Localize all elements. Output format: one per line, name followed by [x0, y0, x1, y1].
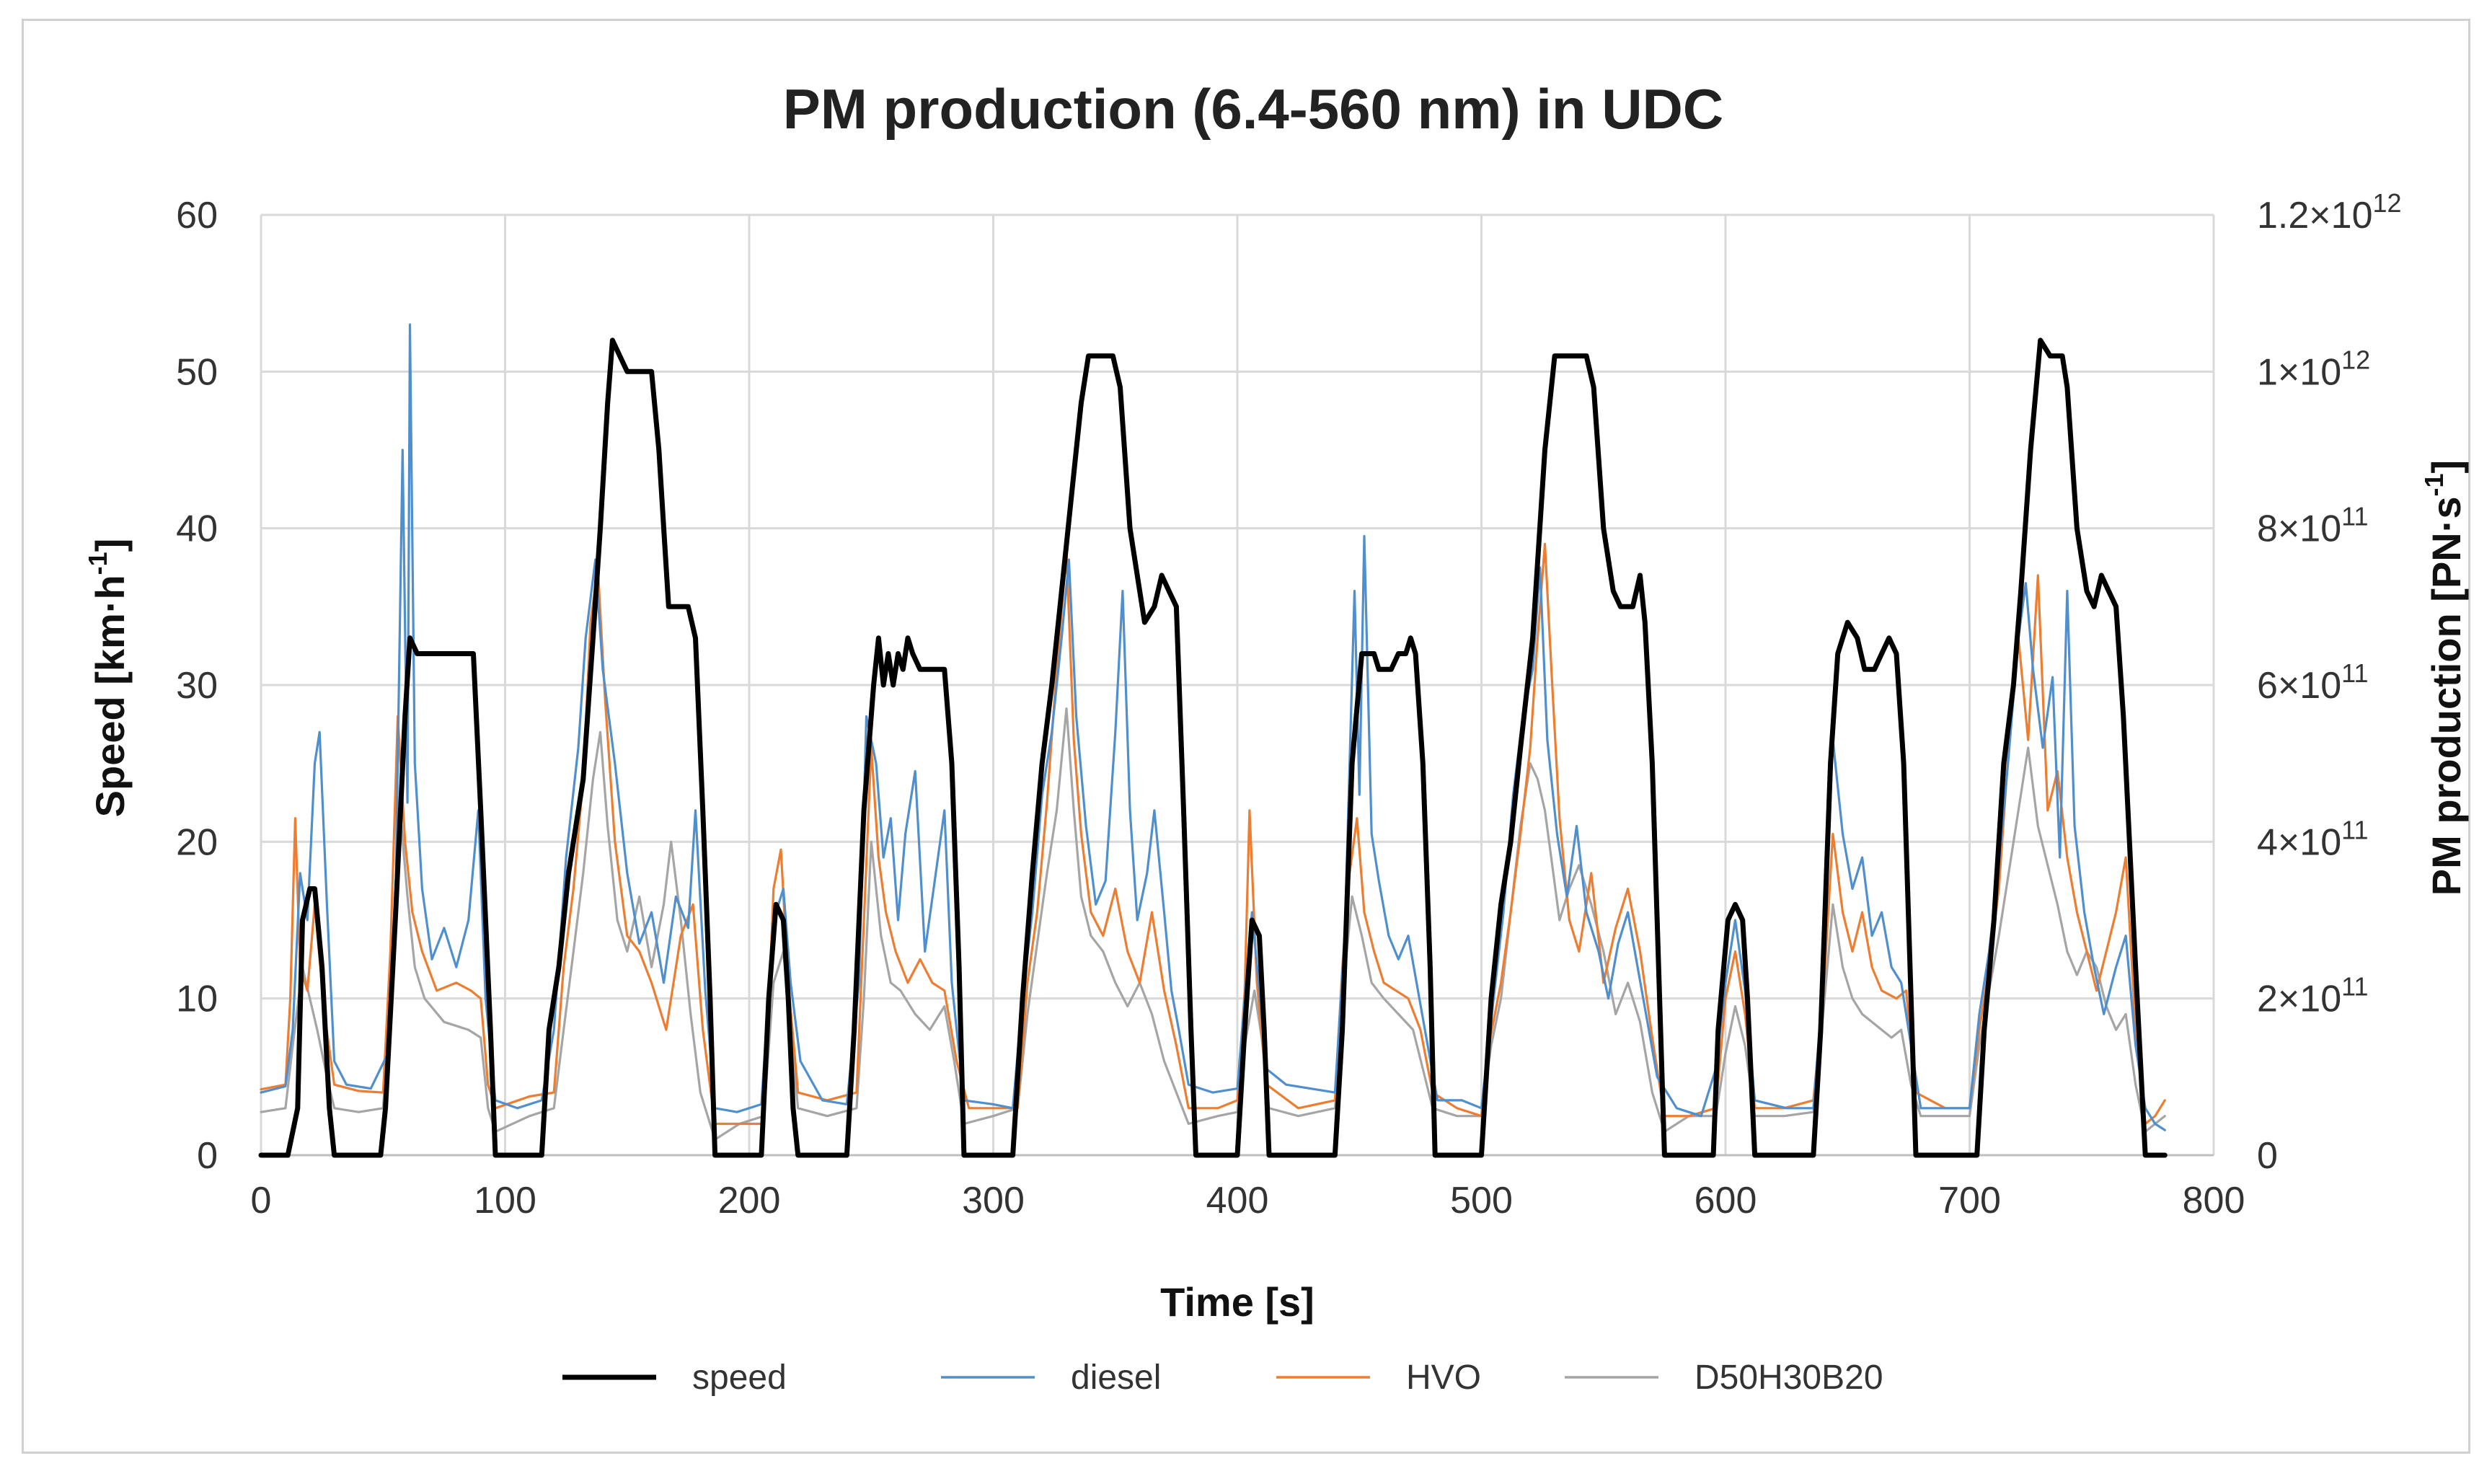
y-tick-label: 40 — [176, 508, 218, 550]
x-axis-ticks: 0 100 200 300 400 500 600 700 800 — [251, 1180, 2245, 1222]
x-tick-label: 0 — [251, 1180, 272, 1222]
x-tick-label: 300 — [962, 1180, 1025, 1222]
y2-tick-label: 1×1012 — [2257, 345, 2370, 393]
x-tick-label: 800 — [2183, 1180, 2245, 1222]
y-tick-label: 0 — [197, 1135, 218, 1177]
y-tick-label: 10 — [176, 979, 218, 1020]
y2-axis-ticks: 0 2×1011 4×1011 6×1011 8×1011 1×1012 1.2×1012 — [2257, 188, 2402, 1177]
y-tick-label: 30 — [176, 665, 218, 707]
y2-tick-label: 1.2×1012 — [2257, 188, 2402, 237]
y2-axis-label-sup: -1 — [2419, 473, 2449, 496]
legend: speed diesel HVO D50H30B20 — [562, 1359, 1883, 1397]
legend-label-d50h30b20: D50H30B20 — [1695, 1359, 1883, 1397]
series-layer — [258, 323, 2168, 1158]
y-axis-label-end: ] — [87, 539, 133, 552]
y-tick-label: 60 — [176, 195, 218, 237]
legend-label-diesel: diesel — [1071, 1359, 1161, 1397]
x-tick-label: 100 — [474, 1180, 536, 1222]
x-tick-label: 700 — [1938, 1180, 2001, 1222]
y-tick-label: 50 — [176, 351, 218, 393]
y2-tick-label: 2×1011 — [2257, 972, 2369, 1020]
y-axis-label-main: Speed [km·h — [87, 575, 133, 817]
legend-label-speed: speed — [692, 1359, 787, 1397]
x-tick-label: 200 — [718, 1180, 781, 1222]
y-axis-label-sup: -1 — [83, 552, 112, 575]
series-line-speed — [258, 337, 2168, 1158]
y2-axis-label: PM production [PN·s-1] — [2419, 460, 2469, 896]
series-line-diesel — [260, 323, 2166, 1131]
x-tick-label: 600 — [1695, 1180, 1757, 1222]
y-axis-ticks: 0 10 20 30 40 50 60 — [176, 195, 218, 1177]
x-tick-label: 400 — [1206, 1180, 1269, 1222]
y2-axis-label-main: PM production [PN·s — [2423, 496, 2469, 896]
x-axis-label: Time [s] — [1160, 1279, 1315, 1325]
x-tick-label: 500 — [1450, 1180, 1513, 1222]
chart-title: PM production (6.4-560 nm) in UDC — [783, 77, 1723, 141]
y2-tick-label: 6×1011 — [2257, 658, 2369, 707]
y-tick-label: 20 — [176, 821, 218, 863]
y-axis-label: Speed [km·h-1] — [83, 539, 133, 818]
y2-tick-label: 0 — [2257, 1135, 2278, 1177]
legend-label-hvo: HVO — [1406, 1359, 1481, 1397]
y2-tick-label: 8×1011 — [2257, 502, 2369, 550]
series-line-hvo — [260, 542, 2166, 1126]
y2-axis-label-end: ] — [2423, 460, 2469, 474]
y2-tick-label: 4×1011 — [2257, 815, 2369, 863]
